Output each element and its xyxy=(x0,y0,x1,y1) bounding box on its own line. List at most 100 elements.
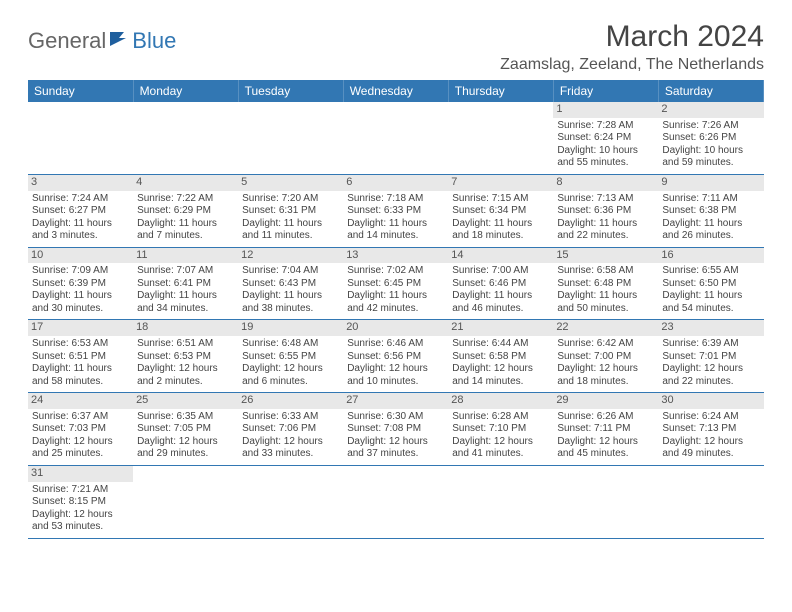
sunrise-text: Sunrise: 6:44 AM xyxy=(452,338,549,351)
daylight-text: Daylight: 11 hours and 42 minutes. xyxy=(347,290,444,315)
daylight-text: Daylight: 12 hours and 25 minutes. xyxy=(32,436,129,461)
sunset-text: Sunset: 7:08 PM xyxy=(347,423,444,436)
sunrise-text: Sunrise: 6:53 AM xyxy=(32,338,129,351)
daylight-text: Daylight: 12 hours and 22 minutes. xyxy=(662,363,759,388)
sunset-text: Sunset: 7:11 PM xyxy=(557,423,654,436)
day-number: 28 xyxy=(448,393,553,409)
calendar-cell: 16Sunrise: 6:55 AMSunset: 6:50 PMDayligh… xyxy=(658,247,763,320)
calendar-cell: 5Sunrise: 7:20 AMSunset: 6:31 PMDaylight… xyxy=(238,174,343,247)
day-number: 11 xyxy=(133,248,238,264)
sunrise-text: Sunrise: 6:48 AM xyxy=(242,338,339,351)
daylight-text: Daylight: 12 hours and 14 minutes. xyxy=(452,363,549,388)
calendar-cell: 25Sunrise: 6:35 AMSunset: 7:05 PMDayligh… xyxy=(133,393,238,466)
sunrise-text: Sunrise: 6:28 AM xyxy=(452,411,549,424)
daylight-text: Daylight: 12 hours and 45 minutes. xyxy=(557,436,654,461)
sunset-text: Sunset: 6:33 PM xyxy=(347,205,444,218)
day-number: 30 xyxy=(658,393,763,409)
calendar-cell xyxy=(343,102,448,174)
sunset-text: Sunset: 6:51 PM xyxy=(32,351,129,364)
calendar-cell xyxy=(133,465,238,538)
sunrise-text: Sunrise: 7:00 AM xyxy=(452,265,549,278)
sunset-text: Sunset: 6:56 PM xyxy=(347,351,444,364)
day-number: 2 xyxy=(658,102,763,118)
calendar-cell: 1Sunrise: 7:28 AMSunset: 6:24 PMDaylight… xyxy=(553,102,658,174)
logo-text-blue: Blue xyxy=(132,28,176,54)
sunrise-text: Sunrise: 6:35 AM xyxy=(137,411,234,424)
daylight-text: Daylight: 11 hours and 34 minutes. xyxy=(137,290,234,315)
sunrise-text: Sunrise: 6:30 AM xyxy=(347,411,444,424)
calendar-row: 31Sunrise: 7:21 AMSunset: 8:15 PMDayligh… xyxy=(28,465,764,538)
calendar-cell: 2Sunrise: 7:26 AMSunset: 6:26 PMDaylight… xyxy=(658,102,763,174)
sunset-text: Sunset: 6:24 PM xyxy=(557,132,654,145)
calendar-cell: 4Sunrise: 7:22 AMSunset: 6:29 PMDaylight… xyxy=(133,174,238,247)
day-number: 24 xyxy=(28,393,133,409)
sunset-text: Sunset: 6:26 PM xyxy=(662,132,759,145)
daylight-text: Daylight: 11 hours and 14 minutes. xyxy=(347,218,444,243)
sunset-text: Sunset: 6:27 PM xyxy=(32,205,129,218)
calendar-cell: 3Sunrise: 7:24 AMSunset: 6:27 PMDaylight… xyxy=(28,174,133,247)
weekday-header: Thursday xyxy=(448,80,553,102)
calendar-cell xyxy=(658,465,763,538)
calendar-cell: 18Sunrise: 6:51 AMSunset: 6:53 PMDayligh… xyxy=(133,320,238,393)
day-number: 6 xyxy=(343,175,448,191)
day-number: 19 xyxy=(238,320,343,336)
daylight-text: Daylight: 12 hours and 6 minutes. xyxy=(242,363,339,388)
calendar-cell: 12Sunrise: 7:04 AMSunset: 6:43 PMDayligh… xyxy=(238,247,343,320)
calendar-cell xyxy=(553,465,658,538)
daylight-text: Daylight: 12 hours and 33 minutes. xyxy=(242,436,339,461)
day-number: 3 xyxy=(28,175,133,191)
sunset-text: Sunset: 6:39 PM xyxy=(32,278,129,291)
sunrise-text: Sunrise: 6:51 AM xyxy=(137,338,234,351)
daylight-text: Daylight: 11 hours and 50 minutes. xyxy=(557,290,654,315)
daylight-text: Daylight: 11 hours and 30 minutes. xyxy=(32,290,129,315)
day-number: 23 xyxy=(658,320,763,336)
sunset-text: Sunset: 6:46 PM xyxy=(452,278,549,291)
sunrise-text: Sunrise: 7:28 AM xyxy=(557,120,654,133)
sunset-text: Sunset: 6:31 PM xyxy=(242,205,339,218)
calendar-cell xyxy=(448,102,553,174)
location-label: Zaamslag, Zeeland, The Netherlands xyxy=(500,56,764,74)
calendar-row: 24Sunrise: 6:37 AMSunset: 7:03 PMDayligh… xyxy=(28,393,764,466)
sunrise-text: Sunrise: 6:42 AM xyxy=(557,338,654,351)
calendar-cell: 23Sunrise: 6:39 AMSunset: 7:01 PMDayligh… xyxy=(658,320,763,393)
day-number: 27 xyxy=(343,393,448,409)
calendar-row: 10Sunrise: 7:09 AMSunset: 6:39 PMDayligh… xyxy=(28,247,764,320)
day-number: 18 xyxy=(133,320,238,336)
sunset-text: Sunset: 8:15 PM xyxy=(32,496,129,509)
sunrise-text: Sunrise: 6:33 AM xyxy=(242,411,339,424)
calendar-cell: 14Sunrise: 7:00 AMSunset: 6:46 PMDayligh… xyxy=(448,247,553,320)
day-number: 22 xyxy=(553,320,658,336)
day-number: 17 xyxy=(28,320,133,336)
calendar-cell: 28Sunrise: 6:28 AMSunset: 7:10 PMDayligh… xyxy=(448,393,553,466)
calendar-cell: 10Sunrise: 7:09 AMSunset: 6:39 PMDayligh… xyxy=(28,247,133,320)
sunrise-text: Sunrise: 6:55 AM xyxy=(662,265,759,278)
daylight-text: Daylight: 12 hours and 37 minutes. xyxy=(347,436,444,461)
weekday-header: Saturday xyxy=(658,80,763,102)
day-number: 13 xyxy=(343,248,448,264)
daylight-text: Daylight: 12 hours and 2 minutes. xyxy=(137,363,234,388)
sunset-text: Sunset: 6:43 PM xyxy=(242,278,339,291)
calendar-table: Sunday Monday Tuesday Wednesday Thursday… xyxy=(28,80,764,539)
sunrise-text: Sunrise: 6:46 AM xyxy=(347,338,444,351)
sunrise-text: Sunrise: 7:04 AM xyxy=(242,265,339,278)
sunrise-text: Sunrise: 6:26 AM xyxy=(557,411,654,424)
daylight-text: Daylight: 10 hours and 59 minutes. xyxy=(662,145,759,170)
daylight-text: Daylight: 11 hours and 7 minutes. xyxy=(137,218,234,243)
sunrise-text: Sunrise: 7:18 AM xyxy=(347,193,444,206)
sunrise-text: Sunrise: 7:11 AM xyxy=(662,193,759,206)
day-number: 5 xyxy=(238,175,343,191)
sunrise-text: Sunrise: 7:15 AM xyxy=(452,193,549,206)
page-title: March 2024 xyxy=(500,20,764,54)
sunset-text: Sunset: 7:03 PM xyxy=(32,423,129,436)
sunset-text: Sunset: 7:05 PM xyxy=(137,423,234,436)
calendar-row: 3Sunrise: 7:24 AMSunset: 6:27 PMDaylight… xyxy=(28,174,764,247)
calendar-cell xyxy=(238,465,343,538)
day-number: 21 xyxy=(448,320,553,336)
day-number: 7 xyxy=(448,175,553,191)
sunset-text: Sunset: 7:13 PM xyxy=(662,423,759,436)
logo-text-general: General xyxy=(28,28,106,54)
sunset-text: Sunset: 6:48 PM xyxy=(557,278,654,291)
calendar-cell: 9Sunrise: 7:11 AMSunset: 6:38 PMDaylight… xyxy=(658,174,763,247)
daylight-text: Daylight: 10 hours and 55 minutes. xyxy=(557,145,654,170)
sunrise-text: Sunrise: 7:13 AM xyxy=(557,193,654,206)
